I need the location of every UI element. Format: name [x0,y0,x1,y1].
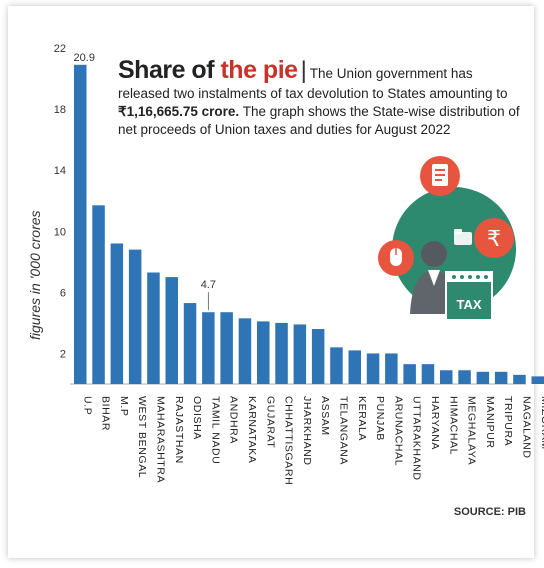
title-separator: | [300,57,307,84]
header: Share of the pie | The Union government ha… [118,56,528,139]
y-tick-label: 18 [54,104,66,116]
x-tick-label: BIHAR [100,396,112,431]
x-tick-label: TELANGANA [337,396,349,465]
bar [202,312,215,384]
bar [220,312,233,384]
x-tick-label: MANIPUR [484,396,496,449]
data-label: 20.9 [74,52,95,64]
folder-icon [454,229,472,245]
x-tick-label: GUJARAT [264,396,276,448]
x-tick-label: TRIPURA [502,396,514,446]
bar [403,364,416,384]
x-tick-label: NAGALAND [520,396,532,459]
calendar-icon: TAX [445,271,493,321]
x-tick-label: TAMIL NADU [209,396,221,464]
chart-title: Share of the pie [118,56,298,84]
description-text-1: The Union government has released two in… [118,66,508,101]
source-note: SOURCE: PIB [453,506,526,518]
x-tick-label: ANDHRA [228,396,240,444]
tax-label: TAX [456,297,481,312]
bar [531,376,544,384]
x-tick-label: JHARKHAND [301,396,313,466]
title-part-1: Share of [118,56,221,84]
bar [311,329,325,384]
x-tick-label: HARYANA [429,396,441,450]
x-tick-label: U.P [81,396,93,415]
bar [275,322,288,384]
bar [421,364,435,384]
bar [92,205,105,384]
bar [110,243,124,384]
svg-text:₹: ₹ [487,227,501,252]
bar [147,272,160,384]
x-tick-label: UTTARAKHAND [411,396,423,481]
x-tick-label: HIMACHAL [447,396,459,455]
x-tick-label: MEGHALAYA [466,396,478,465]
description-amount: ₹1,16,665.75 crore. [118,104,240,119]
bar [348,350,361,384]
x-tick-label: MIZORAM [539,396,544,450]
description-text-2: The graph shows the State-wise distribut… [118,104,520,137]
x-tick-label: ARUNACHAL [392,396,404,466]
bar [183,303,197,384]
data-label: 4.7 [201,279,216,291]
y-tick-label: 14 [54,165,66,177]
bar [74,64,87,385]
y-tick-label: 6 [60,287,66,299]
y-tick-label: 10 [54,226,66,238]
x-tick-label: CHHATTISGARH [283,396,295,485]
bar [476,371,490,384]
x-tick-label: PUNJAB [374,396,386,441]
tax-illustration: ₹ TAX [378,156,516,321]
x-tick-label: ODISHA [191,396,203,440]
x-tick-label: WEST BENGAL [136,396,148,478]
rupee-icon: ₹ [474,218,514,258]
bar [494,371,508,384]
chart-description: The Union government has released two in… [118,66,520,137]
x-tick-label: KARNATAKA [246,396,258,463]
x-tick-label: M.P [118,396,130,416]
x-tick-label: MAHARASHTRA [154,396,166,483]
title-accent: the pie [220,56,298,84]
x-tick-label: ASSAM [319,396,331,436]
bar [385,353,398,384]
document-icon [420,156,460,196]
bar [366,353,380,384]
y-tick-label: 22 [54,43,66,55]
x-tick-label: RAJASTHAN [173,396,185,464]
y-tick-label: 2 [60,348,66,360]
bar [330,347,343,384]
bar [458,370,471,384]
x-tick-label: KERALA [356,396,368,441]
bar [440,370,453,384]
bar [293,324,307,384]
bar [257,321,270,384]
bar [238,318,252,384]
bar [165,277,178,384]
mouse-icon [378,240,414,276]
bar [128,249,142,384]
bar [513,374,526,384]
